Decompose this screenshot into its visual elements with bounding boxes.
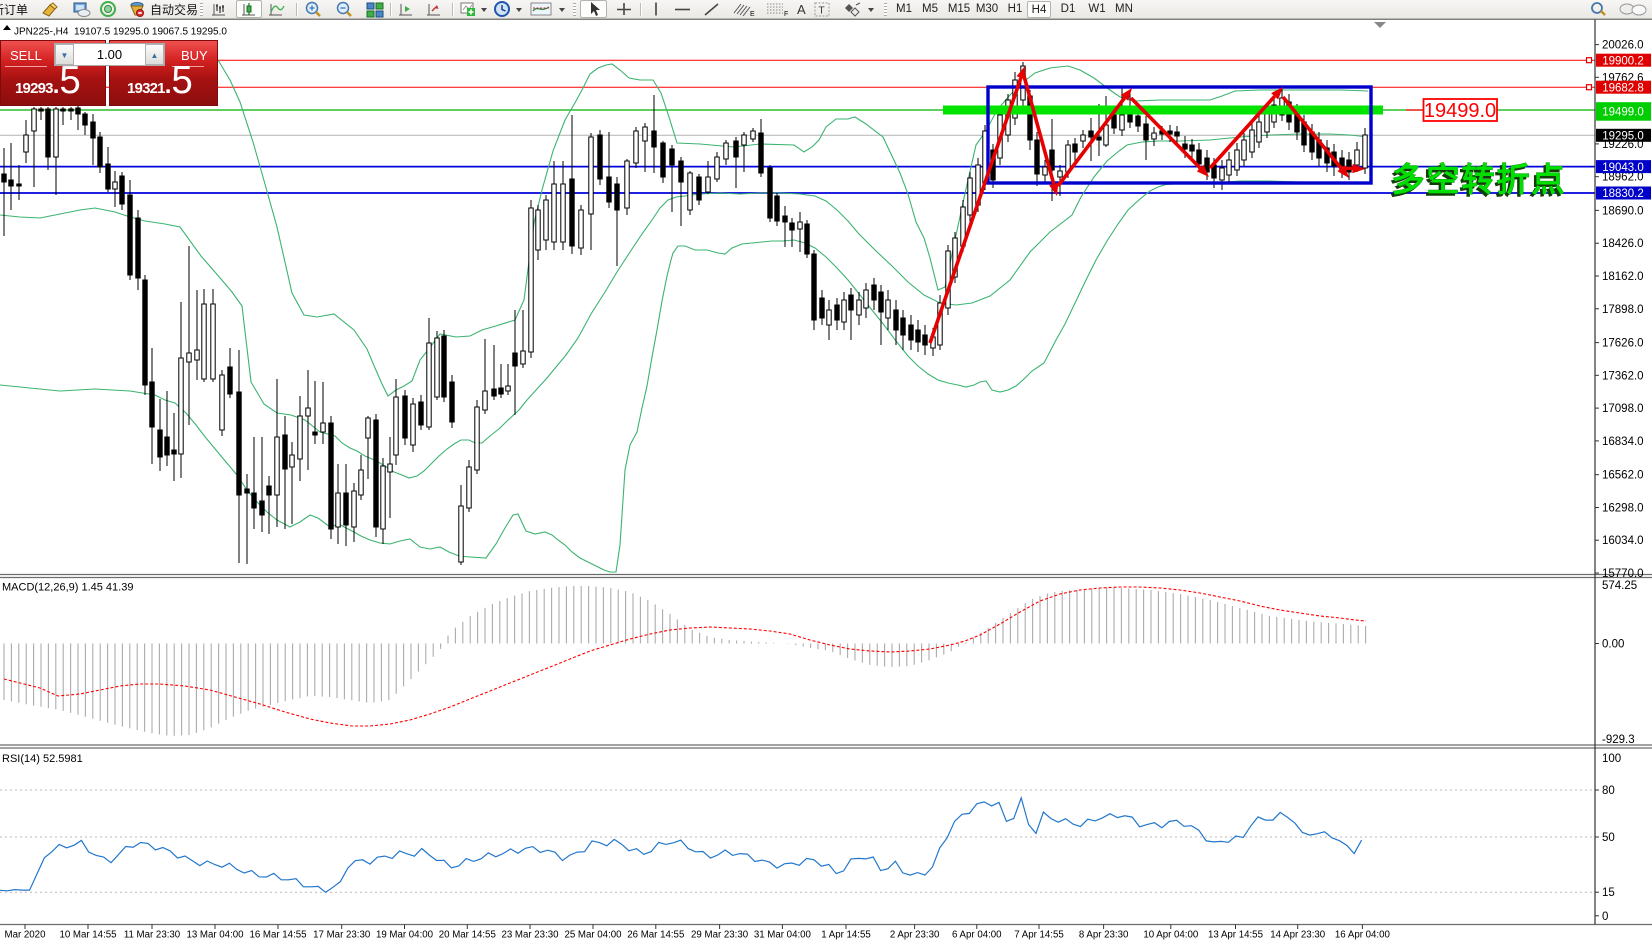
- svg-text:574.25: 574.25: [1602, 580, 1637, 592]
- svg-text:多空转折点: 多空转折点: [1389, 164, 1564, 201]
- svg-text:80: 80: [1602, 785, 1615, 797]
- svg-text:100: 100: [1602, 753, 1621, 765]
- svg-text:1 Apr 14:55: 1 Apr 14:55: [821, 930, 871, 941]
- svg-text:15770.0: 15770.0: [1602, 568, 1644, 580]
- svg-text:19295.0: 19295.0: [1602, 131, 1644, 143]
- svg-text:F: F: [784, 11, 788, 18]
- svg-text:E: E: [750, 11, 755, 18]
- svg-text:16034.0: 16034.0: [1602, 535, 1644, 547]
- svg-text:17898.0: 17898.0: [1602, 304, 1644, 316]
- svg-text:18426.0: 18426.0: [1602, 238, 1644, 250]
- svg-text:17 Mar 23:30: 17 Mar 23:30: [313, 930, 371, 941]
- svg-text:18830.2: 18830.2: [1602, 188, 1644, 200]
- svg-text:19900.2: 19900.2: [1602, 55, 1644, 67]
- svg-text:18962.0: 18962.0: [1602, 172, 1644, 184]
- svg-text:0.00: 0.00: [1602, 639, 1624, 651]
- svg-text:16834.0: 16834.0: [1602, 436, 1644, 448]
- svg-text:29 Mar 23:30: 29 Mar 23:30: [691, 930, 749, 941]
- svg-text:MACD(12,26,9) 1.45 41.39: MACD(12,26,9) 1.45 41.39: [2, 582, 133, 594]
- svg-text:19682.8: 19682.8: [1602, 82, 1644, 94]
- svg-text:13 Mar 04:00: 13 Mar 04:00: [186, 930, 244, 941]
- svg-text:23 Mar 23:30: 23 Mar 23:30: [501, 930, 559, 941]
- svg-text:10 Apr 04:00: 10 Apr 04:00: [1143, 930, 1199, 941]
- svg-text:16 Mar 14:55: 16 Mar 14:55: [249, 930, 306, 941]
- svg-text:19499.0: 19499.0: [1424, 100, 1496, 122]
- svg-text:25 Mar 04:00: 25 Mar 04:00: [564, 930, 622, 941]
- svg-text:17626.0: 17626.0: [1602, 338, 1644, 350]
- svg-text:T: T: [819, 6, 825, 17]
- svg-text:RSI(14) 52.5981: RSI(14) 52.5981: [2, 753, 83, 765]
- svg-text:20026.0: 20026.0: [1602, 40, 1644, 52]
- svg-text:2 Apr 23:30: 2 Apr 23:30: [890, 930, 940, 941]
- svg-text:JPN225-,H4 19107.5 19295.0 19: JPN225-,H4 19107.5 19295.0 19067.5 19295…: [14, 27, 227, 38]
- svg-text:13 Apr 14:55: 13 Apr 14:55: [1208, 930, 1263, 941]
- svg-text:19499.0: 19499.0: [1602, 107, 1644, 119]
- svg-text:19043.0: 19043.0: [1602, 162, 1644, 174]
- svg-text:17362.0: 17362.0: [1602, 370, 1644, 382]
- svg-text:10 Mar 14:55: 10 Mar 14:55: [59, 930, 116, 941]
- svg-text:多空转折点: 多空转折点: [1392, 161, 1567, 198]
- svg-text:16 Apr 04:00: 16 Apr 04:00: [1335, 930, 1391, 941]
- svg-text:7 Apr 14:55: 7 Apr 14:55: [1014, 930, 1064, 941]
- svg-text:18162.0: 18162.0: [1602, 271, 1644, 283]
- svg-text:14 Apr 23:30: 14 Apr 23:30: [1270, 930, 1326, 941]
- svg-text:16298.0: 16298.0: [1602, 503, 1644, 515]
- svg-text:19 Mar 04:00: 19 Mar 04:00: [376, 930, 434, 941]
- svg-text:-929.3: -929.3: [1602, 734, 1635, 746]
- svg-text:8 Apr 23:30: 8 Apr 23:30: [1079, 930, 1129, 941]
- svg-text:17098.0: 17098.0: [1602, 403, 1644, 415]
- svg-text:31 Mar 04:00: 31 Mar 04:00: [754, 930, 812, 941]
- svg-text:Mar 2020: Mar 2020: [5, 930, 47, 941]
- svg-text:16562.0: 16562.0: [1602, 470, 1644, 482]
- svg-text:6 Apr 04:00: 6 Apr 04:00: [952, 930, 1002, 941]
- svg-text:19226.0: 19226.0: [1602, 139, 1644, 151]
- svg-text:0: 0: [1602, 911, 1608, 923]
- svg-text:18690.0: 18690.0: [1602, 205, 1644, 217]
- svg-text:11 Mar 23:30: 11 Mar 23:30: [124, 930, 181, 941]
- svg-text:26 Mar 14:55: 26 Mar 14:55: [627, 930, 684, 941]
- svg-text:15: 15: [1602, 887, 1615, 899]
- svg-text:20 Mar 14:55: 20 Mar 14:55: [439, 930, 496, 941]
- svg-text:50: 50: [1602, 832, 1615, 844]
